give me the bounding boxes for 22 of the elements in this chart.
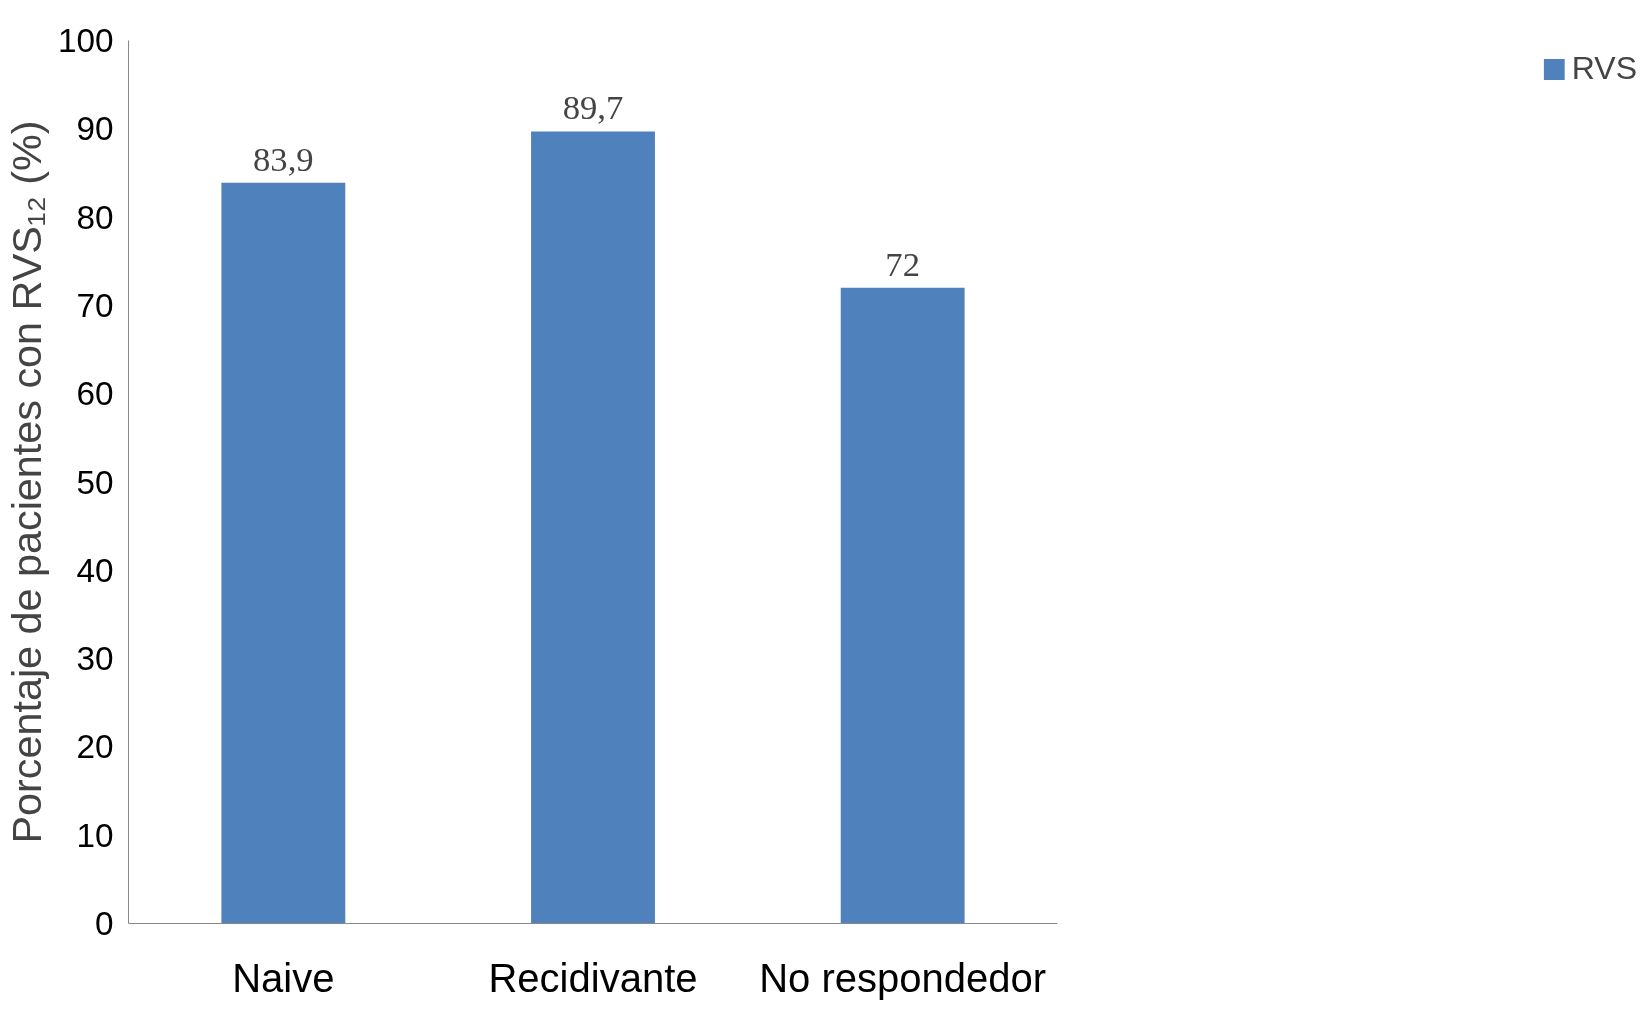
y-tick-label: 90 [76,110,114,148]
x-tick-label: Naive [232,955,335,1000]
y-tick-label: 60 [76,375,114,413]
x-tick-label: Recidivante [488,955,698,1000]
y-tick-label: 70 [76,286,114,324]
data-label: 72 [885,244,920,283]
bar [840,287,965,924]
y-tick-label: 30 [76,640,114,678]
y-tick-label: 100 [57,22,114,59]
x-tick-label: No respondedor [759,955,1047,1000]
data-label: 83,9 [253,139,314,178]
data-label: 89,7 [562,88,624,127]
y-tick-label: 10 [76,816,114,854]
y-tick-label: 20 [76,728,114,766]
bar [221,182,346,924]
legend-label: RVS [1571,50,1637,87]
y-axis-title: Porcentaje de pacientes con RVS₁₂ (%) [3,120,50,844]
y-tick-label: 40 [76,551,114,589]
y-tick-label: 50 [76,463,114,501]
bar [531,131,655,924]
y-tick-label: 0 [94,905,114,942]
y-tick-label: 80 [76,198,114,236]
